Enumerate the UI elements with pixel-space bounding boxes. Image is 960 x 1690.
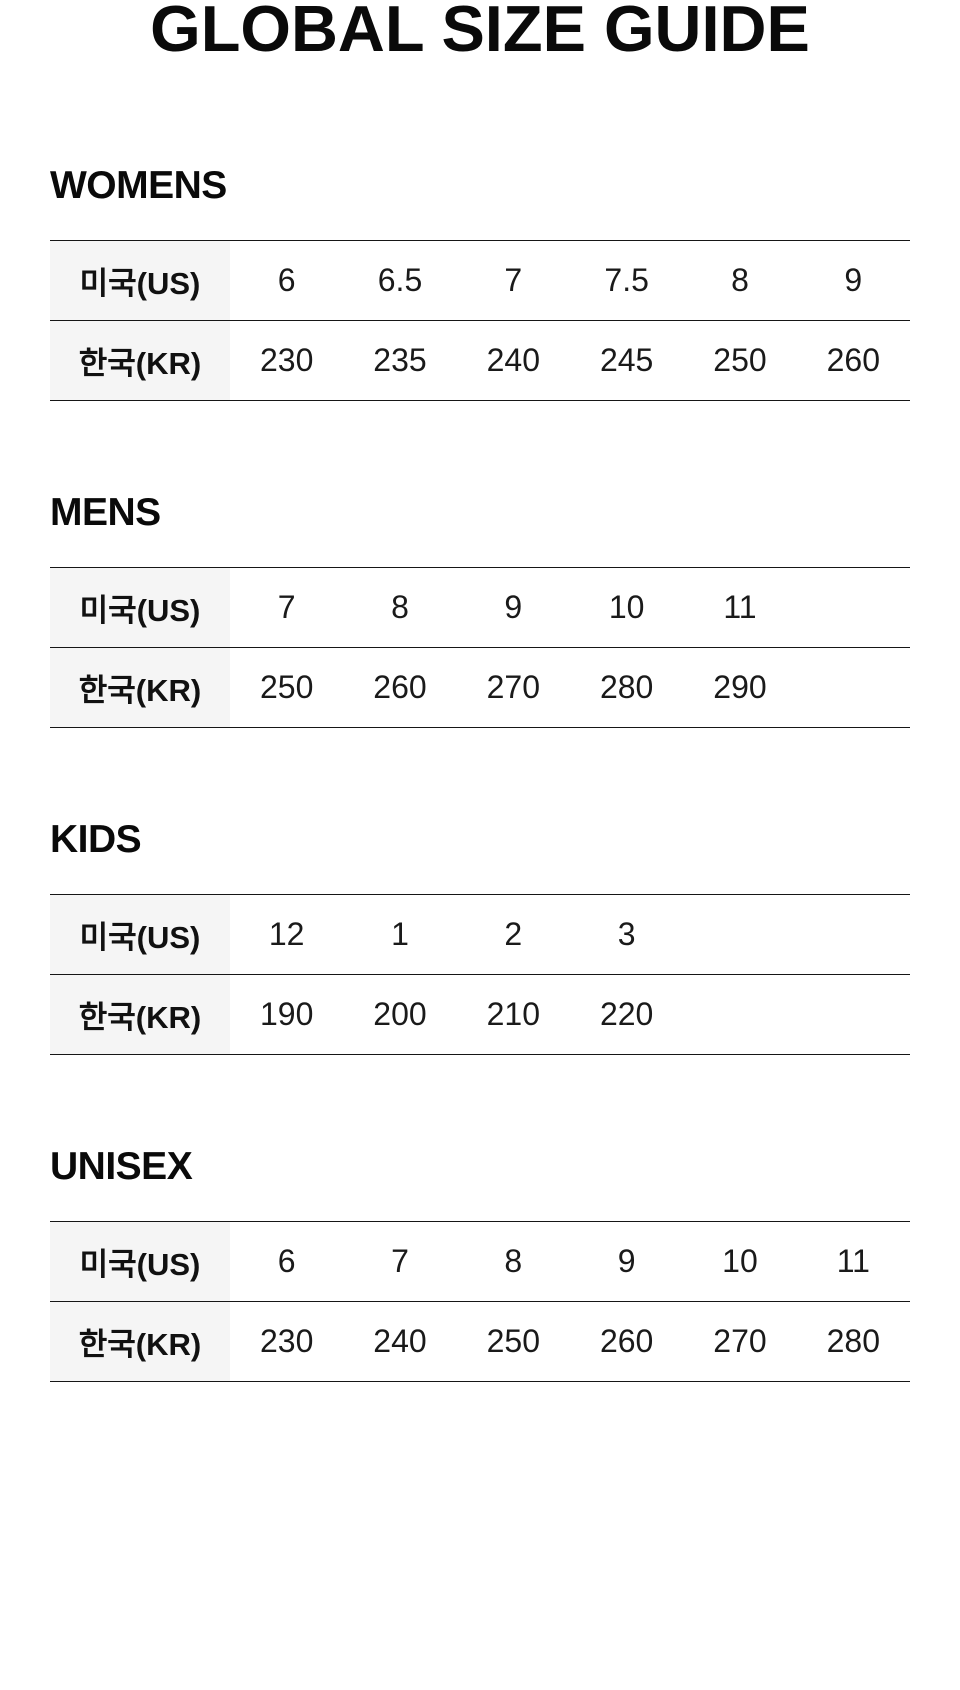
row-label-kr: 한국(KR) (50, 647, 230, 728)
size-cell: 200 (373, 996, 427, 1032)
section-heading-mens: MENS (50, 491, 161, 534)
size-cell: 1 (391, 916, 409, 952)
size-cell (797, 648, 910, 728)
section-mens: MENS 미국(US) 7 8 9 10 11 한국(KR) 250 260 2… (50, 490, 910, 728)
row-label-us: 미국(US) (50, 894, 230, 975)
us-size-row: 미국(US) 7 8 9 10 11 (50, 567, 910, 648)
size-cell: 7 (504, 262, 523, 298)
size-cell: 250 (486, 1323, 541, 1359)
row-label-us: 미국(US) (50, 240, 230, 321)
size-cell: 7 (391, 1243, 409, 1279)
page-title: GLOBAL SIZE GUIDE (150, 0, 810, 65)
size-cell: 260 (826, 342, 881, 378)
size-cell: 6.5 (377, 262, 423, 298)
size-cell: 280 (599, 669, 654, 705)
size-cell: 250 (259, 669, 314, 705)
section-heading-unisex: UNISEX (50, 1145, 193, 1188)
row-label-kr: 한국(KR) (50, 974, 230, 1055)
size-cell (797, 975, 910, 1055)
size-cell: 10 (608, 589, 645, 625)
size-table-unisex: 미국(US) 6 7 8 9 10 11 한국(KR) 230 240 250 … (50, 1221, 910, 1382)
size-cell: 190 (259, 996, 314, 1032)
size-table-mens: 미국(US) 7 8 9 10 11 한국(KR) 250 260 270 28… (50, 567, 910, 728)
kr-size-row: 한국(KR) 190 200 210 220 (50, 974, 910, 1055)
size-cell: 240 (373, 1323, 427, 1359)
size-cell: 290 (713, 669, 767, 705)
size-cell: 12 (268, 916, 305, 952)
size-cell: 210 (486, 996, 541, 1032)
size-cell: 270 (713, 1323, 767, 1359)
row-label-us: 미국(US) (50, 1221, 230, 1302)
size-cell: 11 (723, 589, 757, 625)
size-cell: 230 (259, 342, 314, 378)
size-cell: 260 (373, 669, 427, 705)
size-cell: 6 (277, 1243, 296, 1279)
size-cell: 8 (391, 589, 409, 625)
size-cell: 3 (617, 916, 636, 952)
size-cell: 220 (599, 996, 654, 1032)
size-cell: 11 (836, 1243, 870, 1279)
size-cell: 280 (826, 1323, 881, 1359)
us-size-row: 미국(US) 6 7 8 9 10 11 (50, 1221, 910, 1302)
size-table-kids: 미국(US) 12 1 2 3 한국(KR) 190 200 210 220 (50, 894, 910, 1055)
size-cell (797, 568, 910, 648)
size-cell: 235 (373, 342, 427, 378)
size-cell: 9 (617, 1243, 636, 1279)
row-label-kr: 한국(KR) (50, 1301, 230, 1382)
size-cell: 9 (504, 589, 523, 625)
section-unisex: UNISEX 미국(US) 6 7 8 9 10 11 한국(KR) 230 2… (50, 1144, 910, 1382)
us-size-row: 미국(US) 12 1 2 3 (50, 894, 910, 975)
section-womens: WOMENS 미국(US) 6 6.5 7 7.5 8 9 한국(KR) 230… (50, 163, 910, 401)
size-table-womens: 미국(US) 6 6.5 7 7.5 8 9 한국(KR) 230 235 24… (50, 240, 910, 401)
size-cell: 270 (486, 669, 541, 705)
size-cell: 8 (731, 262, 749, 298)
kr-size-row: 한국(KR) 230 235 240 245 250 260 (50, 320, 910, 401)
section-heading-kids: KIDS (50, 818, 142, 861)
size-cell: 250 (713, 342, 767, 378)
size-cell: 230 (259, 1323, 314, 1359)
size-cell (683, 895, 796, 975)
size-cell: 240 (486, 342, 541, 378)
kr-size-row: 한국(KR) 230 240 250 260 270 280 (50, 1301, 910, 1382)
size-cell (797, 895, 910, 975)
size-cell: 2 (504, 916, 523, 952)
size-cell: 7 (277, 589, 296, 625)
size-cell: 7.5 (604, 262, 649, 298)
row-label-us: 미국(US) (50, 567, 230, 648)
section-kids: KIDS 미국(US) 12 1 2 3 한국(KR) 190 200 210 … (50, 817, 910, 1055)
size-cell (683, 975, 796, 1055)
size-cell: 10 (722, 1243, 758, 1279)
size-cell: 260 (599, 1323, 654, 1359)
row-label-kr: 한국(KR) (50, 320, 230, 401)
size-cell: 9 (844, 262, 863, 298)
size-cell: 6 (277, 262, 296, 298)
size-cell: 245 (599, 342, 654, 378)
us-size-row: 미국(US) 6 6.5 7 7.5 8 9 (50, 240, 910, 321)
size-cell: 8 (504, 1243, 523, 1279)
section-heading-womens: WOMENS (50, 164, 227, 207)
kr-size-row: 한국(KR) 250 260 270 280 290 (50, 647, 910, 728)
